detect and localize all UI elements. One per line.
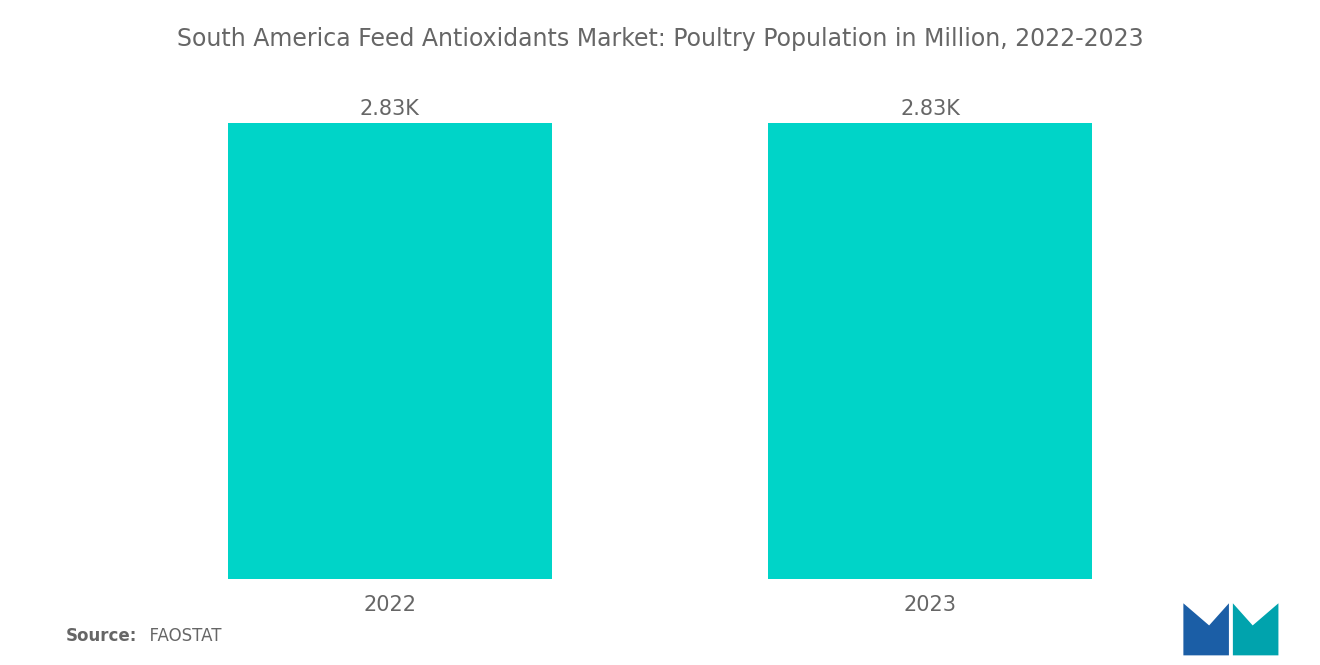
Text: Source:: Source: <box>66 627 137 645</box>
Bar <box>768 123 1093 579</box>
Text: FAOSTAT: FAOSTAT <box>139 627 220 645</box>
Text: 2.83K: 2.83K <box>900 99 960 119</box>
Text: South America Feed Antioxidants Market: Poultry Population in Million, 2022-2023: South America Feed Antioxidants Market: … <box>177 27 1143 51</box>
Polygon shape <box>1233 603 1278 656</box>
Polygon shape <box>1184 603 1229 656</box>
Bar <box>227 123 552 579</box>
Text: 2.83K: 2.83K <box>360 99 420 119</box>
